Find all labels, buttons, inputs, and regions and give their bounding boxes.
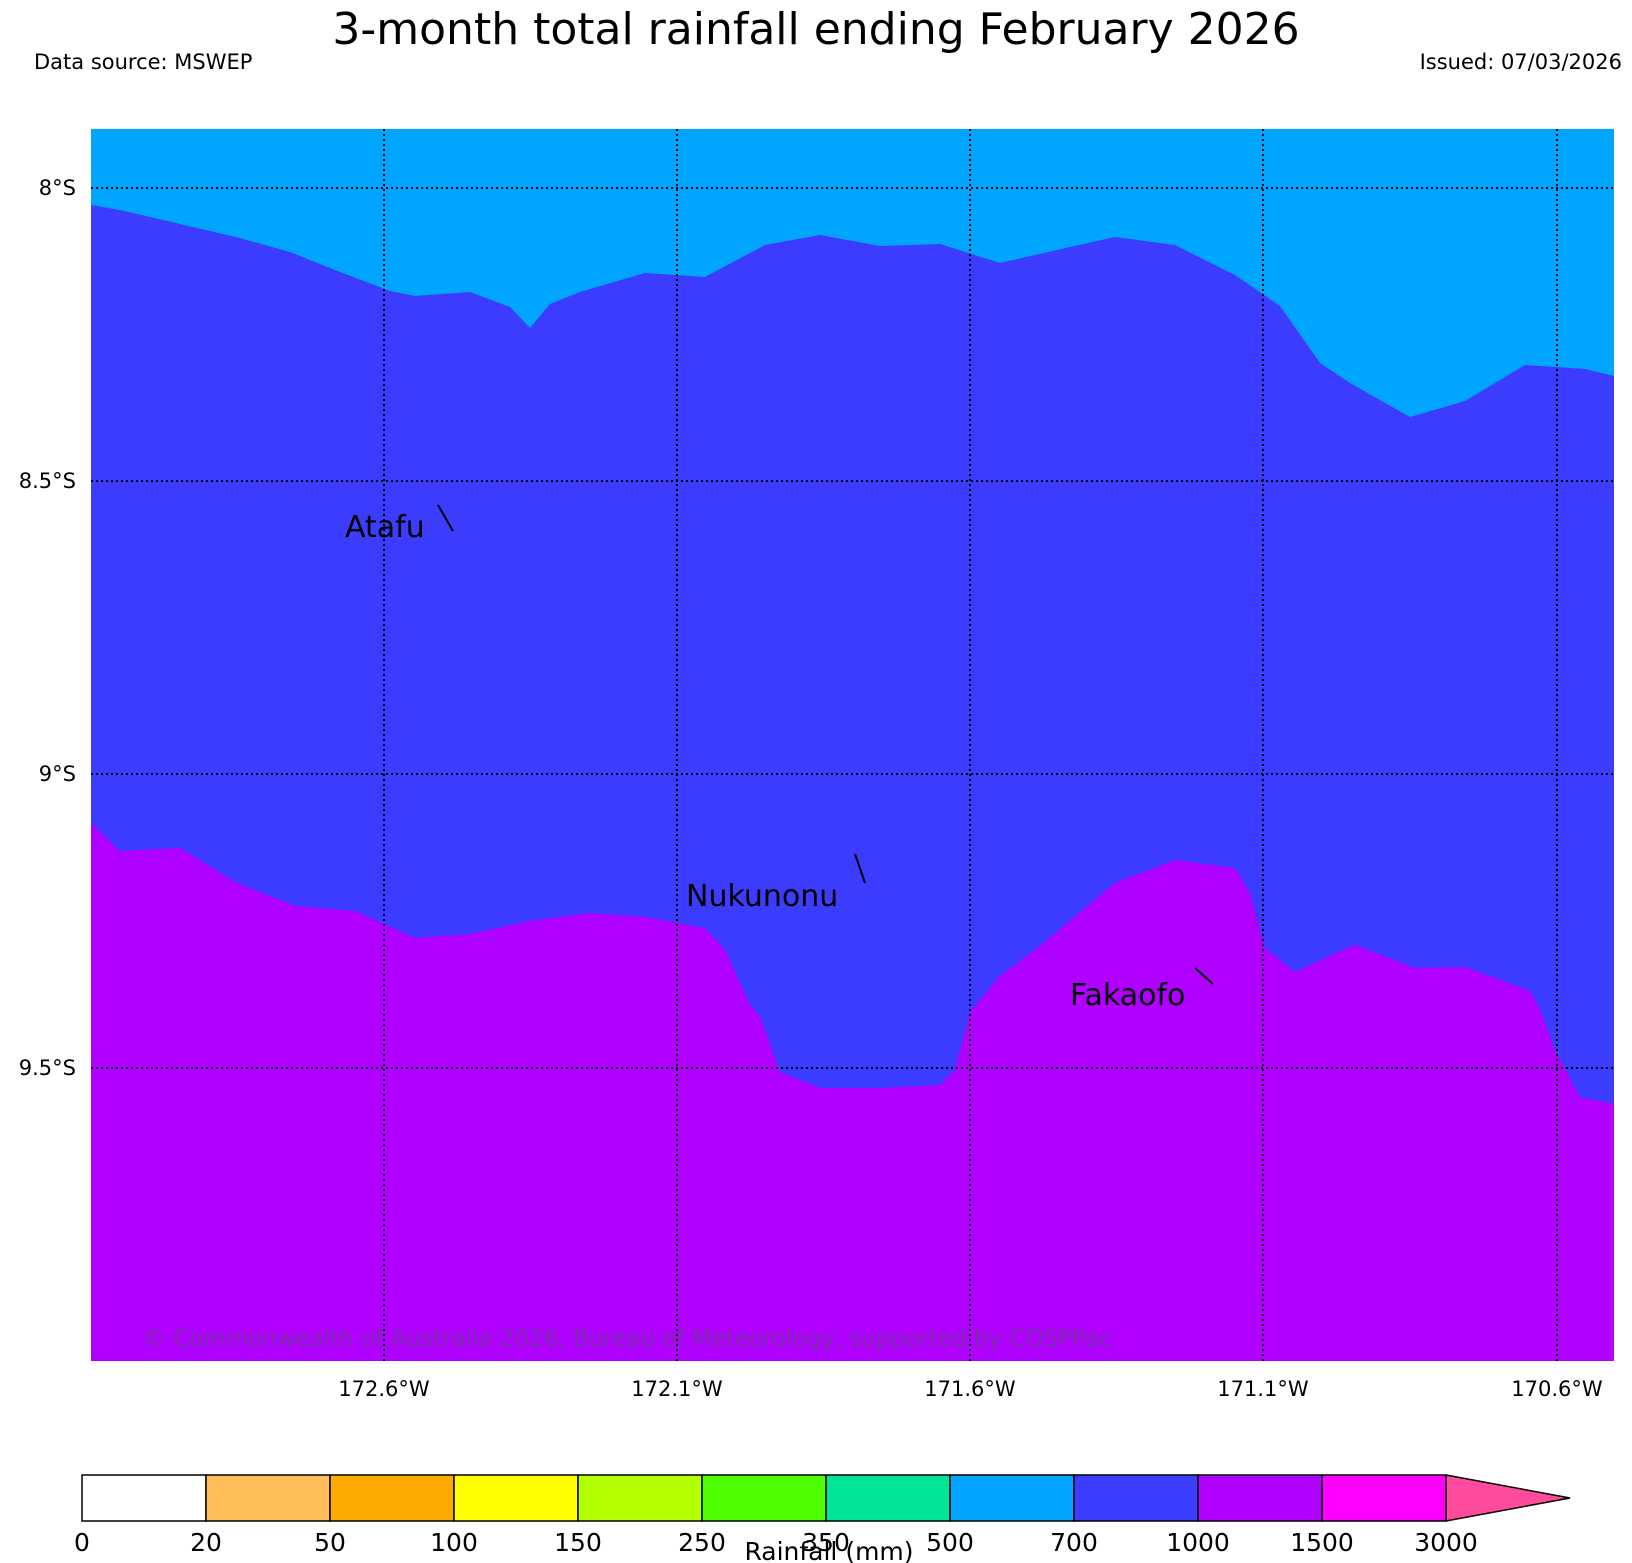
- colorbar-bin-0-20: [81, 1474, 207, 1522]
- colorbar: [81, 1474, 1571, 1522]
- colorbar-bin-500-700: [949, 1474, 1075, 1522]
- place-label-nukunonu: Nukunonu: [686, 879, 838, 914]
- colorbar-tick-label: 50: [314, 1528, 346, 1557]
- colorbar-tick-label: 3000: [1414, 1528, 1478, 1557]
- lat-label: 9.5°S: [19, 1056, 76, 1080]
- nukunonu-coastline: [854, 853, 866, 884]
- colorbar-bin-50-100: [329, 1474, 455, 1522]
- fakaofo-coastline: [1194, 967, 1214, 985]
- place-markers: [437, 504, 1214, 985]
- colorbar-bin-250-350: [701, 1474, 827, 1522]
- colorbar-bin-350-500: [825, 1474, 951, 1522]
- lat-label: 8°S: [39, 176, 76, 200]
- map-title: 3-month total rainfall ending February 2…: [332, 4, 1300, 55]
- colorbar-bin-1000-1500: [1197, 1474, 1323, 1522]
- data-source-label: Data source: MSWEP: [34, 50, 253, 74]
- colorbar-tick-label: 250: [678, 1528, 726, 1557]
- colorbar-tick-label: 0: [74, 1528, 90, 1557]
- colorbar-tick-label: 700: [1050, 1528, 1098, 1557]
- region-1500-3000mm: [91, 823, 1614, 1361]
- colorbar-label: Rainfall (mm): [744, 1537, 913, 1563]
- lon-label: 172.1°W: [631, 1377, 723, 1401]
- colorbar-tick-label: 20: [190, 1528, 222, 1557]
- colorbar-bin-100-150: [453, 1474, 579, 1522]
- place-label-fakaofo: Fakaofo: [1070, 978, 1185, 1013]
- colorbar-tick-labels: 0 20 50 100 150 250 350 500 700 1000 1500 3000: [74, 1528, 1478, 1557]
- copyright-notice: © Commonwealth of Australia 2026, Bureau…: [143, 1326, 1112, 1352]
- lat-label: 8.5°S: [19, 469, 76, 493]
- lon-label: 171.1°W: [1217, 1377, 1309, 1401]
- colorbar-tick-label: 1000: [1166, 1528, 1230, 1557]
- colorbar-bin-700-1000: [1073, 1474, 1199, 1522]
- latitude-labels: 8°S 8.5°S 9°S 9.5°S: [19, 176, 76, 1080]
- lon-label: 170.6°W: [1511, 1377, 1603, 1401]
- longitude-labels: 172.6°W 172.1°W 171.6°W 171.1°W 170.6°W: [338, 1377, 1603, 1401]
- issued-date-label: Issued: 07/03/2026: [1419, 50, 1622, 74]
- colorbar-bin-150-250: [577, 1474, 703, 1522]
- colorbar-tick-label: 350: [802, 1528, 850, 1557]
- colorbar-bin-20-50: [205, 1474, 331, 1522]
- colorbar-tick-label: 150: [554, 1528, 602, 1557]
- lon-label: 171.6°W: [924, 1377, 1016, 1401]
- graticule: [91, 129, 1614, 1361]
- colorbar-tick-label: 100: [430, 1528, 478, 1557]
- lon-label: 172.6°W: [338, 1377, 430, 1401]
- place-label-atafu: Atafu: [345, 510, 425, 545]
- map-plot-area: Atafu Nukunonu Fakaofo © Commonwealth of…: [91, 129, 1614, 1361]
- colorbar-tick-label: 1500: [1290, 1528, 1354, 1557]
- atafu-coastline: [437, 504, 454, 532]
- colorbar-extend-arrow: [1445, 1474, 1571, 1522]
- colorbar-bin-1500-3000: [1321, 1474, 1447, 1522]
- lat-label: 9°S: [39, 762, 76, 786]
- colorbar-tick-label: 500: [926, 1528, 974, 1557]
